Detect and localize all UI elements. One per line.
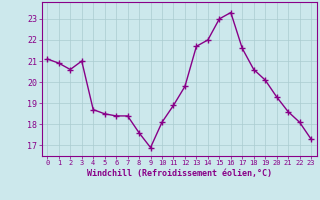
X-axis label: Windchill (Refroidissement éolien,°C): Windchill (Refroidissement éolien,°C) <box>87 169 272 178</box>
